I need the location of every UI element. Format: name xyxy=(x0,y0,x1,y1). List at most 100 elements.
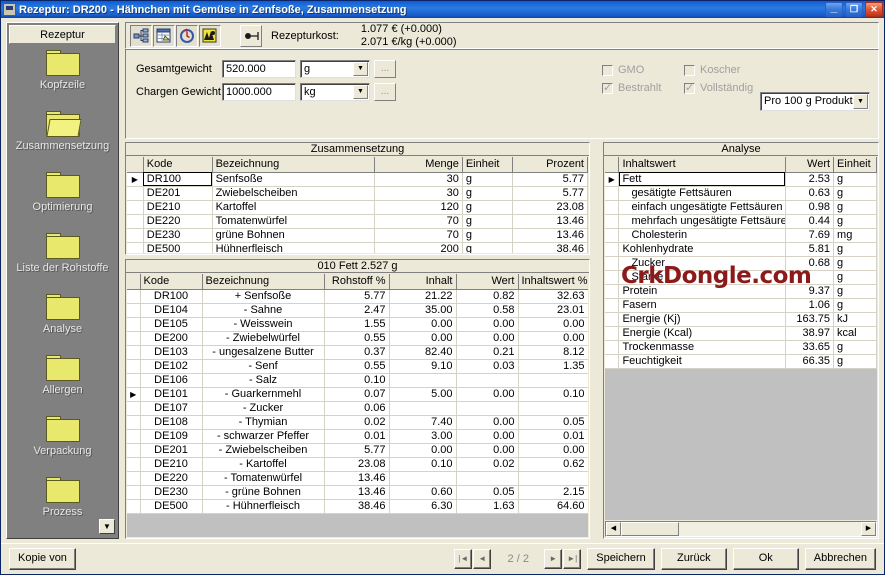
table-row[interactable]: gesätigte Fettsäuren 0.63 g xyxy=(605,186,877,201)
row-selector[interactable] xyxy=(605,298,620,313)
sidebar-item-liste-der-rohstoffe[interactable]: Liste der Rohstoffe xyxy=(9,229,116,290)
minimize-button[interactable]: _ xyxy=(825,1,843,17)
cell-wert[interactable]: 163.75 xyxy=(785,312,835,327)
row-selector[interactable] xyxy=(127,485,141,500)
cell-bezeichnung[interactable]: Hühnerfleisch xyxy=(212,242,376,253)
cell-wert[interactable]: 9.37 xyxy=(785,284,835,299)
table-row[interactable]: ▶ DE101- Guarkernmehl 0.07 5.00 0.00 0.10 xyxy=(127,387,588,402)
cell-einheit[interactable]: g xyxy=(462,228,513,243)
cell-wert[interactable]: 0.03 xyxy=(456,359,519,374)
row-selector[interactable] xyxy=(605,228,620,243)
cell-wert[interactable] xyxy=(456,471,519,486)
checkbox-gmo[interactable]: GMO xyxy=(602,64,684,76)
cell-bezeichnung[interactable]: - Hühnerfleisch xyxy=(202,499,325,514)
scrollbar-track[interactable] xyxy=(679,522,861,536)
cell-inhalt[interactable]: 0.00 xyxy=(389,317,457,332)
row-selector[interactable] xyxy=(127,242,144,253)
cell-bezeichnung[interactable]: - ungesalzene Butter xyxy=(202,345,325,360)
cell-bezeichnung[interactable]: Zwiebelscheiben xyxy=(212,186,376,201)
row-selector[interactable] xyxy=(127,345,141,360)
cell-inhaltswert[interactable]: 0.00 xyxy=(518,317,588,332)
cell-inhaltswert[interactable]: 64.60 xyxy=(518,499,588,514)
cell-menge[interactable]: 70 xyxy=(374,228,463,243)
cell-wert[interactable]: 5.81 xyxy=(785,242,835,257)
cell-einheit[interactable]: g xyxy=(833,242,877,257)
cell-einheit[interactable]: g xyxy=(462,214,513,229)
cell-inhalt[interactable]: 0.00 xyxy=(389,443,457,458)
table-row[interactable]: DE500 Hühnerfleisch 200 g 38.46 xyxy=(127,242,588,253)
sidebar-item-zusammensetzung[interactable]: Zusammensetzung xyxy=(9,107,116,168)
cell-prozent[interactable]: 13.46 xyxy=(512,228,588,243)
close-button[interactable]: ✕ xyxy=(865,2,883,17)
cell-bezeichnung[interactable]: Kartoffel xyxy=(212,200,376,215)
save-button[interactable]: Speichern xyxy=(587,548,655,570)
cell-rohstoff[interactable]: 0.55 xyxy=(324,359,390,374)
table-row[interactable]: einfach ungesätigte Fettsäuren 0.98 g xyxy=(605,200,877,215)
cell-wert[interactable]: 66.35 xyxy=(785,354,835,369)
cell-kode[interactable]: DE220 xyxy=(140,471,203,486)
cell-einheit[interactable]: g xyxy=(833,214,877,229)
cell-kode[interactable]: DE105 xyxy=(140,317,203,332)
cell-inhaltswert[interactable] xyxy=(518,471,588,486)
cell-inhalt[interactable]: 6.30 xyxy=(389,499,457,514)
refresh-circle-icon[interactable] xyxy=(176,24,198,47)
analysis-horizontal-scrollbar[interactable]: ◀ ▶ xyxy=(605,521,877,537)
cell-bezeichnung[interactable]: - Salz xyxy=(202,373,325,388)
cell-bezeichnung[interactable]: - Senf xyxy=(202,359,325,374)
checkbox-koscher[interactable]: Koscher xyxy=(684,64,766,76)
row-selector[interactable] xyxy=(127,228,144,243)
cell-wert[interactable]: 0.98 xyxy=(785,200,835,215)
scrollbar-thumb[interactable] xyxy=(621,522,679,536)
table-row[interactable]: DE105- Weisswein 1.55 0.00 0.00 0.00 xyxy=(127,317,588,332)
cell-wert[interactable]: 0.00 xyxy=(456,331,519,346)
table-row[interactable]: DE201- Zwiebelscheiben 5.77 0.00 0.00 0.00 xyxy=(127,443,588,458)
detail-grid-area[interactable]: Kode Bezeichnung Rohstoff % Inhalt Wert Inhal… xyxy=(127,274,588,537)
cell-einheit[interactable]: g xyxy=(462,186,513,201)
cell-menge[interactable]: 70 xyxy=(374,214,463,229)
cell-einheit[interactable]: g xyxy=(462,200,513,215)
cell-menge[interactable]: 30 xyxy=(374,186,463,201)
cell-bezeichnung[interactable]: - Zwiebelscheiben xyxy=(202,443,325,458)
cell-inhalt[interactable]: 5.00 xyxy=(389,387,457,402)
cell-rohstoff[interactable]: 1.55 xyxy=(324,317,390,332)
cell-rohstoff[interactable]: 38.46 xyxy=(324,499,390,514)
cell-prozent[interactable]: 23.08 xyxy=(512,200,588,215)
cell-bezeichnung[interactable]: Tomatenwürfel xyxy=(212,214,376,229)
cell-inhalt[interactable]: 35.00 xyxy=(389,303,457,318)
table-row[interactable]: DE230 grüne Bohnen 70 g 13.46 xyxy=(127,228,588,243)
table-row[interactable]: Cholesterin 7.69 mg xyxy=(605,228,877,243)
cell-menge[interactable]: 120 xyxy=(374,200,463,215)
table-row[interactable]: DE201 Zwiebelscheiben 30 g 5.77 xyxy=(127,186,588,201)
hierarchy-tree-icon[interactable] xyxy=(130,24,152,47)
cell-name[interactable]: Protein xyxy=(618,284,786,299)
row-selector[interactable] xyxy=(605,242,620,257)
cell-inhaltswert[interactable]: 0.10 xyxy=(518,387,588,402)
cell-inhalt[interactable]: 0.60 xyxy=(389,485,457,500)
cell-einheit[interactable]: kJ xyxy=(833,312,877,327)
cell-name[interactable]: mehrfach ungesätigte Fettsäuren xyxy=(618,214,786,229)
cell-name[interactable]: einfach ungesätigte Fettsäuren xyxy=(618,200,786,215)
cell-inhalt[interactable]: 0.00 xyxy=(389,331,457,346)
batch-weight-more-button[interactable]: ... xyxy=(374,83,396,101)
cell-inhaltswert[interactable]: 0.00 xyxy=(518,443,588,458)
cell-wert[interactable]: 38.97 xyxy=(785,326,835,341)
scroll-left-icon[interactable]: ◀ xyxy=(606,522,621,536)
total-weight-input[interactable] xyxy=(222,60,296,78)
table-row[interactable]: ▶ DR100 Senfsoße 30 g 5.77 xyxy=(127,172,588,187)
row-selector[interactable] xyxy=(127,443,141,458)
pin-icon[interactable] xyxy=(240,24,262,47)
cell-inhaltswert[interactable]: 23.01 xyxy=(518,303,588,318)
cell-kode[interactable]: DE210 xyxy=(143,200,213,215)
cell-kode[interactable]: DE201 xyxy=(143,186,213,201)
table-row[interactable]: mehrfach ungesätigte Fettsäuren 0.44 g xyxy=(605,214,877,229)
cell-inhaltswert[interactable]: 0.01 xyxy=(518,429,588,444)
nav-first-button[interactable]: |◄ xyxy=(454,549,473,569)
row-selector[interactable] xyxy=(605,256,620,271)
row-selector[interactable] xyxy=(605,326,620,341)
cell-kode[interactable]: DE107 xyxy=(140,401,203,416)
cell-inhaltswert[interactable]: 2.15 xyxy=(518,485,588,500)
table-row[interactable]: DR100 + Senfsoße 5.77 21.22 0.82 32.63 xyxy=(127,289,588,304)
row-selector[interactable] xyxy=(605,340,620,355)
cell-name[interactable]: Zucker xyxy=(618,256,786,271)
cell-inhaltswert[interactable] xyxy=(518,401,588,416)
